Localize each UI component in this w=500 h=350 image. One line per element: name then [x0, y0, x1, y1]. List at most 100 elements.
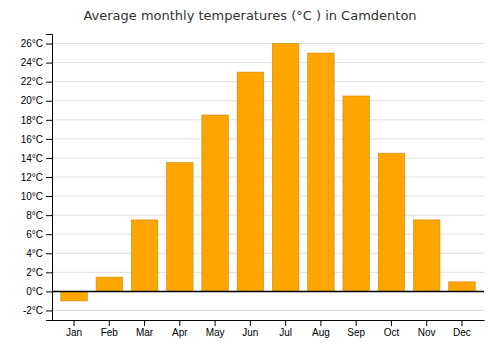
x-tick: Nov — [418, 320, 436, 338]
x-tick-mark — [109, 320, 110, 326]
y-tick-mark — [46, 120, 52, 121]
bar — [202, 115, 228, 291]
y-tick-label: 20°C — [21, 95, 43, 106]
x-tick-mark — [285, 320, 286, 326]
x-tick: Apr — [172, 320, 188, 338]
y-tick-mark — [46, 101, 52, 102]
y-tick-mark — [46, 291, 52, 292]
x-tick-label: Jan — [66, 327, 82, 338]
y-tick: 26°C — [21, 38, 52, 49]
y-tick: 2°C — [26, 267, 52, 278]
x-tick-mark — [74, 320, 75, 326]
x-tick: Mar — [136, 320, 154, 338]
y-tick: 22°C — [21, 76, 52, 87]
chart: -2°C 0°C 2°C 4°C 6°C 8°C 10°C 12°C 14°C 16°C 18°C 2… — [0, 0, 500, 350]
y-tick-label: 22°C — [21, 76, 43, 87]
x-tick-label: Feb — [101, 327, 119, 338]
y-tick-mark — [46, 215, 52, 216]
y-tick: 14°C — [21, 153, 52, 164]
x-tick: May — [206, 320, 225, 338]
y-tick-label: 26°C — [21, 38, 43, 49]
bar — [96, 277, 122, 291]
y-tick: 24°C — [21, 57, 52, 68]
x-tick: Jul — [279, 320, 292, 338]
bar — [343, 96, 369, 291]
x-tick-mark — [179, 320, 180, 326]
x-tick-mark — [250, 320, 251, 326]
y-tick-mark — [46, 234, 52, 235]
y-tick-label: 4°C — [26, 248, 43, 259]
x-tick: Jan — [66, 320, 82, 338]
x-tick-label: Apr — [172, 327, 188, 338]
y-tick-label: 2°C — [26, 267, 43, 278]
grid-line — [52, 138, 484, 139]
grid-line — [52, 177, 484, 178]
title: Average monthly temperatures (°C ) in Ca… — [83, 8, 416, 23]
x-tick-label: Jul — [279, 327, 292, 338]
y-tick-label: 6°C — [26, 229, 43, 240]
bar — [61, 291, 87, 301]
grid-line — [52, 119, 484, 120]
x-tick-label: Nov — [418, 327, 436, 338]
y-tick-mark — [46, 158, 52, 159]
grid-line — [52, 291, 484, 292]
grid-line — [52, 100, 484, 101]
x-tick-label: May — [206, 327, 225, 338]
y-tick-label: -2°C — [23, 305, 43, 316]
y-tick-mark — [46, 177, 52, 178]
y-tick-label: 18°C — [21, 115, 43, 126]
bar — [413, 220, 439, 292]
y-tick-mark — [46, 310, 52, 311]
x-tick-mark — [215, 320, 216, 326]
y-tick-mark — [46, 196, 52, 197]
grid-line — [52, 215, 484, 216]
y-tick-mark — [46, 44, 52, 45]
x-tick-mark — [356, 320, 357, 326]
y-tick: 10°C — [21, 191, 52, 202]
y-tick: 12°C — [21, 172, 52, 183]
y-tick-mark — [46, 253, 52, 254]
y-tick: 0°C — [26, 286, 52, 297]
y-axis: -2°C 0°C 2°C 4°C 6°C 8°C 10°C 12°C 14°C 16°C 18°C 2… — [21, 35, 53, 321]
x-axis: Jan Feb Mar Apr May Jun Jul Aug Sep Oct Nov Dec — [53, 320, 485, 338]
y-tick-label: 24°C — [21, 57, 43, 68]
y-tick-label: 10°C — [21, 191, 43, 202]
x-tick-mark — [461, 320, 462, 326]
x-tick-label: Aug — [312, 327, 330, 338]
x-tick-mark — [144, 320, 145, 326]
x-tick: Dec — [453, 320, 471, 338]
y-tick-mark — [46, 272, 52, 273]
bar — [308, 53, 334, 291]
x-tick: Feb — [101, 320, 119, 338]
x-tick-mark — [391, 320, 392, 326]
y-tick: -2°C — [23, 305, 52, 316]
x-tick-mark — [320, 320, 321, 326]
y-tick-label: 12°C — [21, 172, 43, 183]
x-tick: Aug — [312, 320, 330, 338]
y-tick-mark — [46, 63, 52, 64]
y-tick-mark — [46, 82, 52, 83]
bar — [167, 163, 193, 292]
grid-line — [52, 157, 484, 158]
grid-line — [52, 196, 484, 197]
x-tick-label: Jun — [242, 327, 258, 338]
bar — [449, 282, 475, 292]
x-tick-label: Sep — [347, 327, 365, 338]
y-tick-label: 16°C — [21, 134, 43, 145]
grid-line — [52, 43, 484, 44]
y-tick-label: 14°C — [21, 153, 43, 164]
x-tick-mark — [426, 320, 427, 326]
y-tick-label: 0°C — [26, 286, 43, 297]
y-tick-label: 8°C — [26, 210, 43, 221]
y-tick: 18°C — [21, 115, 52, 126]
y-tick: 8°C — [26, 210, 52, 221]
x-tick-label: Dec — [453, 327, 471, 338]
bar — [272, 44, 298, 292]
plot: -2°C 0°C 2°C 4°C 6°C 8°C 10°C 12°C 14°C 16°C 18°C 2… — [21, 35, 485, 339]
bar — [378, 153, 404, 291]
bar — [131, 220, 157, 292]
grid-line — [52, 62, 484, 63]
grid — [52, 44, 484, 311]
x-tick-label: Oct — [384, 327, 400, 338]
bars — [61, 44, 475, 301]
